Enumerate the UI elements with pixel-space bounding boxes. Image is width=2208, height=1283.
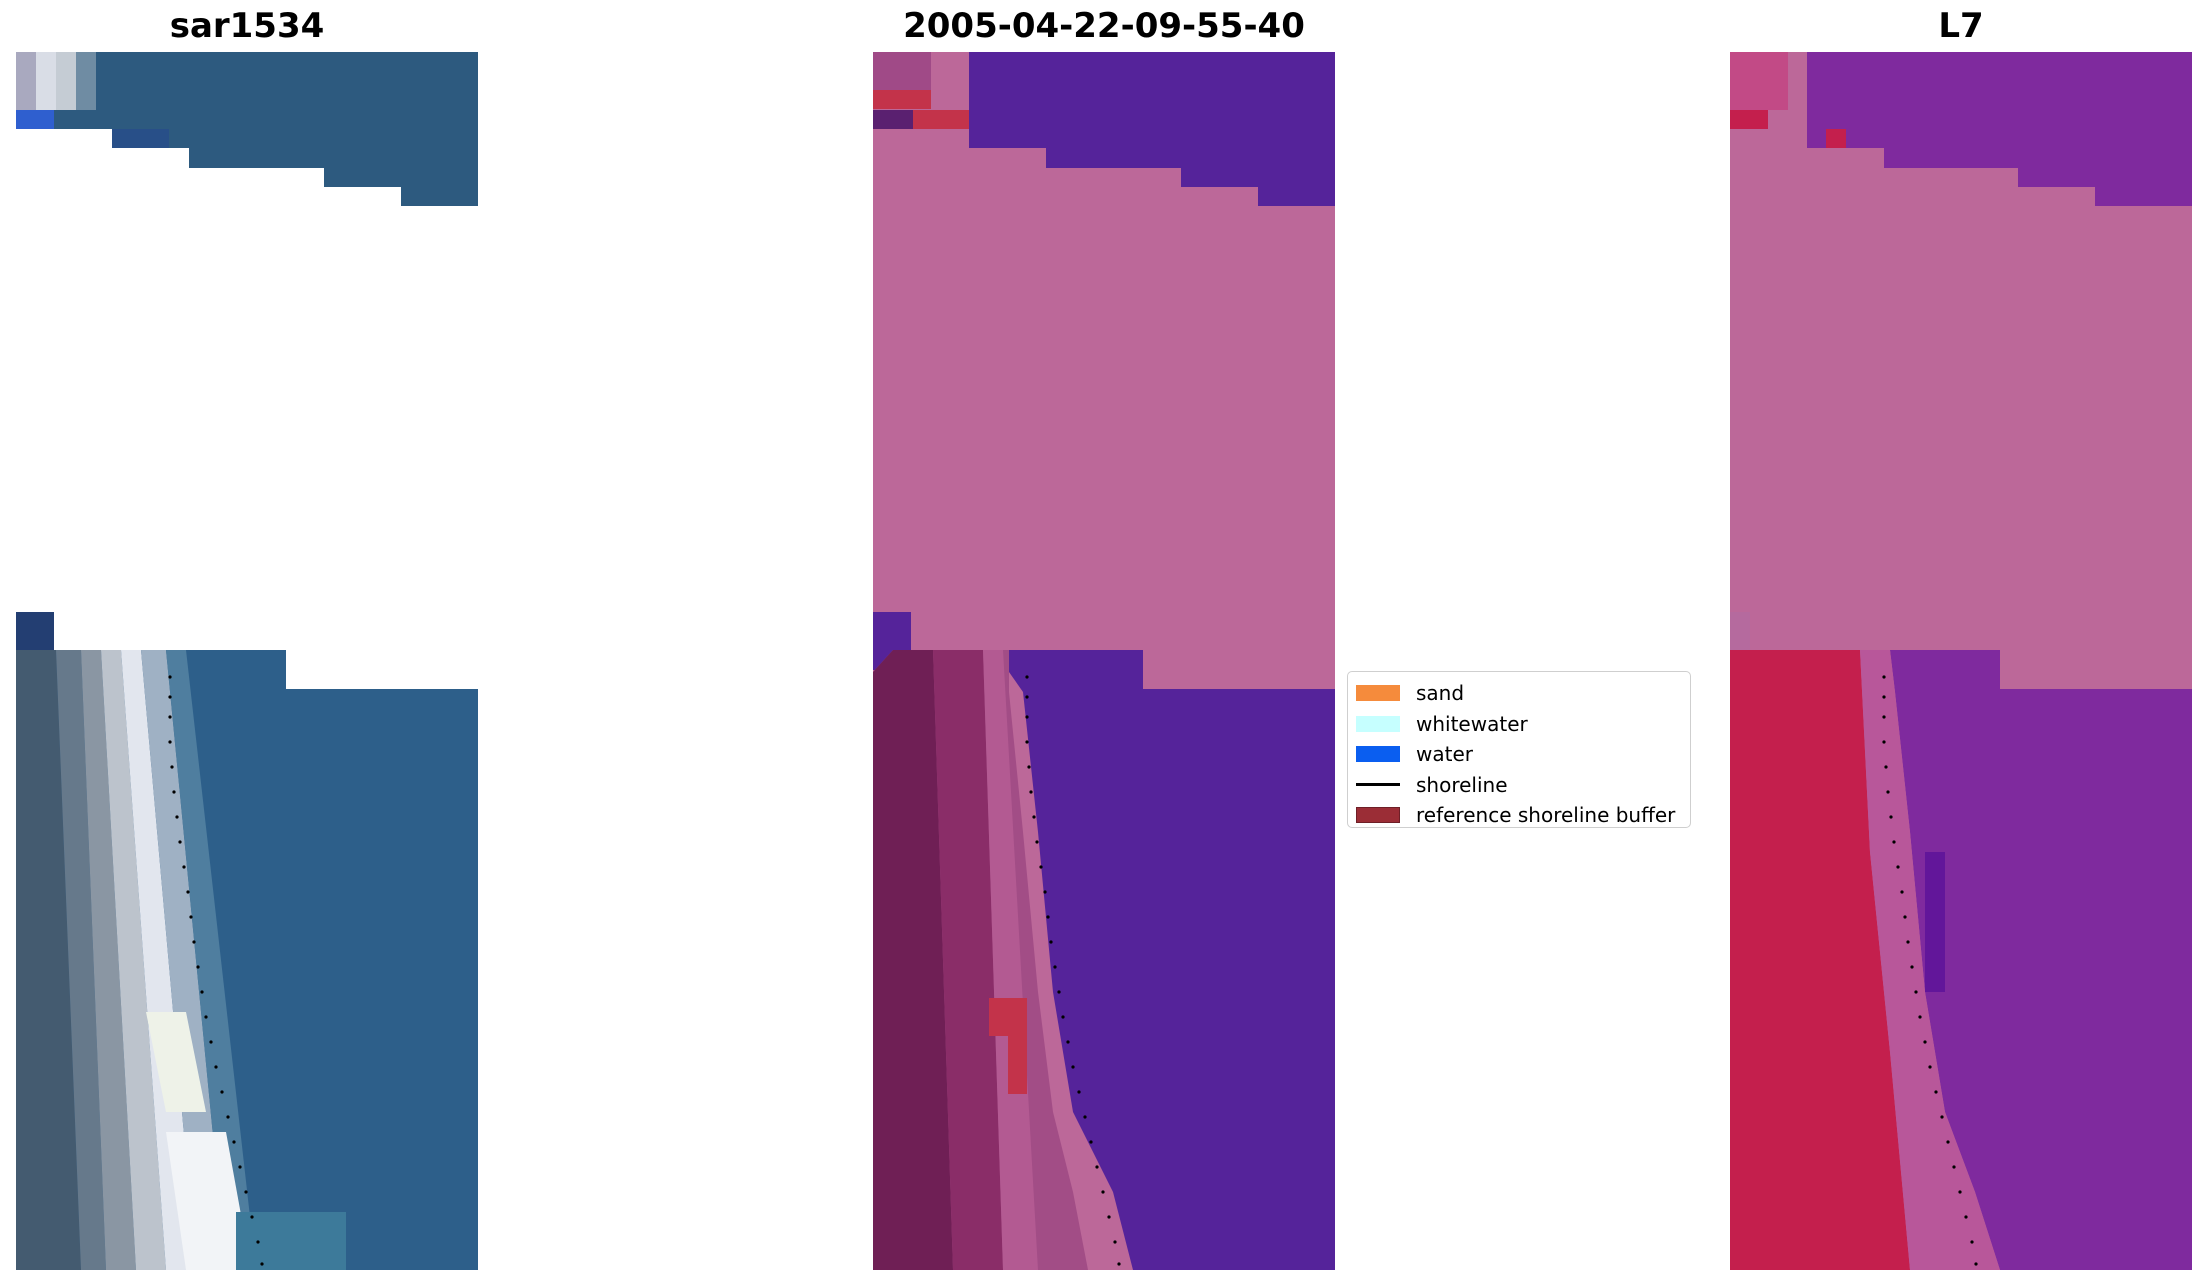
buffer-swatch-icon bbox=[1356, 807, 1400, 824]
legend-item-reference-shoreline-buffer: reference shoreline buffer bbox=[1356, 800, 1682, 831]
panel-title-l7: L7 bbox=[1938, 6, 1984, 46]
legend-label: whitewater bbox=[1416, 711, 1528, 736]
shoreline bbox=[1025, 675, 1121, 1266]
rgb-image bbox=[16, 52, 478, 1270]
panel-title-rgb: sar1534 bbox=[169, 6, 325, 46]
whitewater-swatch-icon bbox=[1356, 715, 1400, 732]
classified-image bbox=[873, 52, 1335, 1270]
legend-item-whitewater: whitewater bbox=[1356, 709, 1682, 740]
shoreline bbox=[1882, 675, 1978, 1266]
legend-label: water bbox=[1416, 742, 1473, 767]
rgb-image-panel bbox=[16, 52, 478, 1270]
legend-label: shoreline bbox=[1416, 772, 1508, 797]
legend-label: sand bbox=[1416, 681, 1465, 706]
l7-image bbox=[1730, 52, 2192, 1270]
l7-image-panel bbox=[1730, 52, 2192, 1270]
water-swatch-icon bbox=[1356, 746, 1400, 763]
legend-item-sand: sand bbox=[1356, 678, 1682, 709]
legend-item-water: water bbox=[1356, 739, 1682, 770]
shoreline-line-icon bbox=[1356, 783, 1400, 787]
shoreline bbox=[168, 675, 264, 1266]
classified-image-panel bbox=[873, 52, 1335, 1270]
sand-swatch-icon bbox=[1356, 685, 1400, 702]
legend: sand whitewater water shoreline referenc… bbox=[1347, 671, 1691, 828]
legend-label: reference shoreline buffer bbox=[1416, 803, 1676, 828]
legend-item-shoreline: shoreline bbox=[1356, 770, 1682, 801]
panel-title-classified: 2005-04-22-09-55-40 bbox=[903, 6, 1305, 46]
